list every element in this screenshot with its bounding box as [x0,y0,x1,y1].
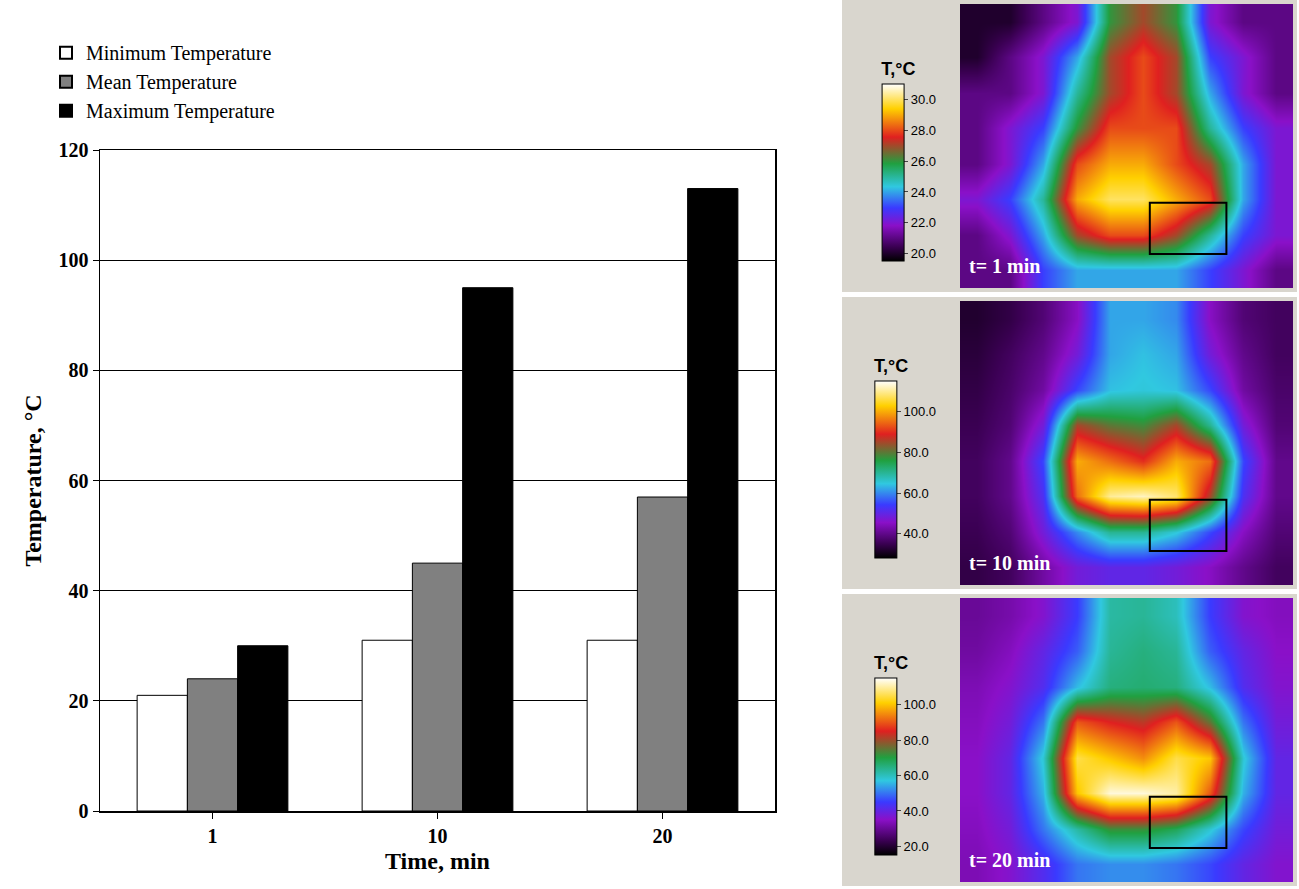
svg-text:t= 20 min: t= 20 min [969,849,1050,871]
svg-text:22.0: 22.0 [911,215,936,230]
svg-text:0: 0 [79,800,89,822]
svg-text:26.0: 26.0 [911,154,936,169]
svg-text:20.0: 20.0 [903,839,928,854]
svg-text:20: 20 [653,825,673,847]
svg-text:T,°C: T,°C [874,653,908,673]
svg-text:Time, min: Time, min [385,848,490,874]
svg-text:60.0: 60.0 [903,768,928,783]
svg-text:80.0: 80.0 [903,445,928,460]
svg-text:100.0: 100.0 [903,404,936,419]
svg-text:80.0: 80.0 [903,733,928,748]
svg-text:1: 1 [208,825,218,847]
svg-text:t= 10 min: t= 10 min [969,552,1050,574]
svg-text:40: 40 [69,580,89,602]
svg-text:Temperature, °C: Temperature, °C [20,394,46,566]
svg-text:120: 120 [59,139,89,161]
svg-text:40.0: 40.0 [903,804,928,819]
svg-text:t= 1 min: t= 1 min [969,255,1040,277]
svg-text:20.0: 20.0 [911,246,936,261]
svg-text:24.0: 24.0 [911,184,936,199]
svg-text:Maximum Temperature: Maximum Temperature [86,100,275,123]
svg-text:40.0: 40.0 [903,526,928,541]
svg-text:30.0: 30.0 [911,92,936,107]
svg-text:T,°C: T,°C [881,59,915,79]
svg-text:T,°C: T,°C [874,356,908,376]
svg-text:60: 60 [69,470,89,492]
svg-text:10: 10 [428,825,448,847]
svg-text:Minimum Temperature: Minimum Temperature [86,42,272,65]
svg-text:80: 80 [69,359,89,381]
svg-text:20: 20 [69,690,89,712]
svg-text:28.0: 28.0 [911,123,936,138]
svg-text:100.0: 100.0 [903,697,936,712]
svg-text:60.0: 60.0 [903,486,928,501]
svg-text:100: 100 [59,249,89,271]
svg-text:Mean Temperature: Mean Temperature [86,71,237,94]
